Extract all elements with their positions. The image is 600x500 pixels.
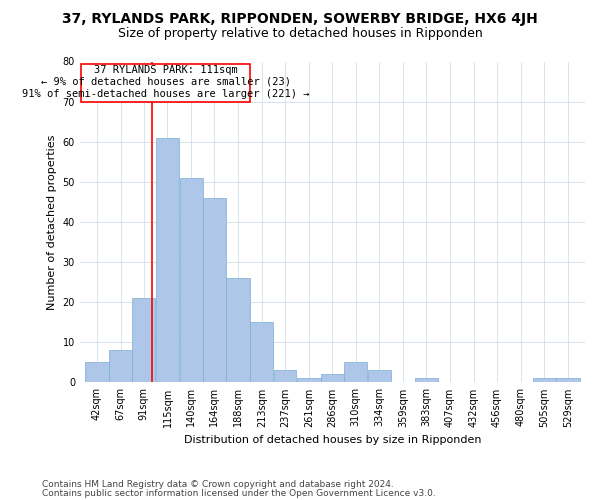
Bar: [344, 362, 367, 382]
Bar: [556, 378, 580, 382]
Bar: [368, 370, 391, 382]
Text: 37 RYLANDS PARK: 111sqm: 37 RYLANDS PARK: 111sqm: [94, 64, 238, 74]
Bar: [155, 138, 179, 382]
Bar: [250, 322, 273, 382]
Text: Contains public sector information licensed under the Open Government Licence v3: Contains public sector information licen…: [42, 489, 436, 498]
Bar: [203, 198, 226, 382]
Bar: [109, 350, 132, 382]
Bar: [180, 178, 203, 382]
Bar: [85, 362, 109, 382]
Text: 91% of semi-detached houses are larger (221) →: 91% of semi-detached houses are larger (…: [22, 88, 309, 99]
Bar: [321, 374, 344, 382]
Bar: [533, 378, 556, 382]
Y-axis label: Number of detached properties: Number of detached properties: [47, 134, 57, 310]
Bar: [297, 378, 320, 382]
Text: Contains HM Land Registry data © Crown copyright and database right 2024.: Contains HM Land Registry data © Crown c…: [42, 480, 394, 489]
Bar: [133, 298, 155, 382]
Bar: [415, 378, 437, 382]
Bar: [274, 370, 296, 382]
Text: ← 9% of detached houses are smaller (23): ← 9% of detached houses are smaller (23): [41, 76, 290, 86]
FancyBboxPatch shape: [81, 64, 250, 102]
Text: Size of property relative to detached houses in Ripponden: Size of property relative to detached ho…: [118, 28, 482, 40]
Text: 37, RYLANDS PARK, RIPPONDEN, SOWERBY BRIDGE, HX6 4JH: 37, RYLANDS PARK, RIPPONDEN, SOWERBY BRI…: [62, 12, 538, 26]
X-axis label: Distribution of detached houses by size in Ripponden: Distribution of detached houses by size …: [184, 435, 481, 445]
Bar: [226, 278, 250, 382]
